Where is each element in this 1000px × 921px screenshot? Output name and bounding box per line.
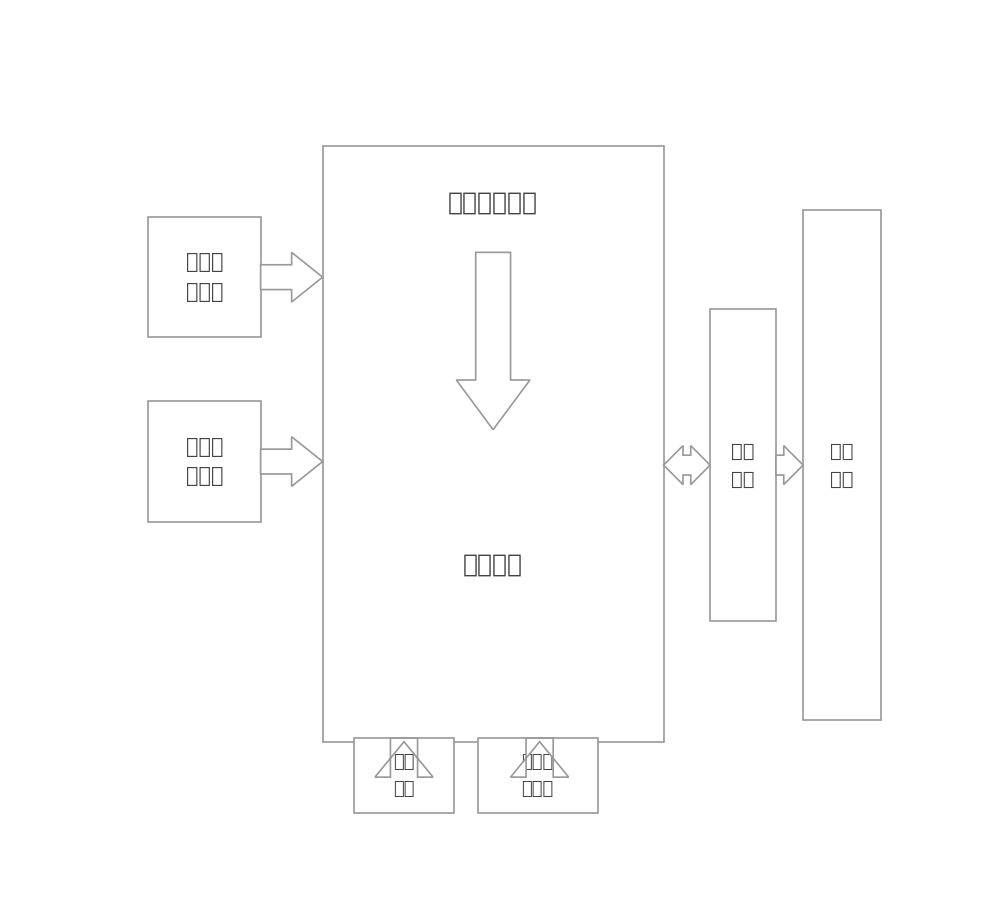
Text: 通信
模块: 通信 模块 (731, 441, 755, 489)
Bar (323, 146, 664, 741)
Text: 电源
模块: 电源 模块 (393, 753, 415, 798)
Polygon shape (456, 252, 530, 429)
Bar (354, 738, 454, 812)
Text: 判断单元: 判断单元 (463, 553, 523, 577)
Text: 直流防
雷模块: 直流防 雷模块 (522, 753, 554, 798)
Polygon shape (261, 252, 323, 302)
Text: 告警
单元: 告警 单元 (830, 441, 854, 489)
Bar (148, 216, 261, 337)
Bar (803, 210, 881, 720)
Bar (148, 402, 261, 522)
Bar (710, 309, 776, 621)
Text: 数据处理单元: 数据处理单元 (448, 191, 538, 215)
Polygon shape (261, 437, 323, 486)
Polygon shape (375, 738, 433, 777)
Polygon shape (776, 446, 803, 484)
Text: 电压采
集单元: 电压采 集单元 (186, 437, 223, 486)
Polygon shape (511, 738, 569, 777)
Text: 电流感
测单元: 电流感 测单元 (186, 252, 223, 302)
Polygon shape (664, 446, 710, 484)
Bar (478, 738, 598, 812)
